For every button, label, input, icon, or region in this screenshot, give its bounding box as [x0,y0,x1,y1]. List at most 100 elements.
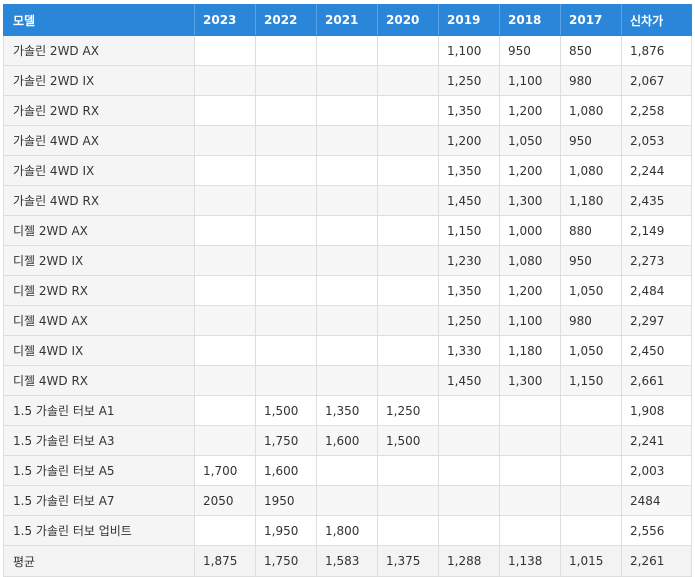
price-cell [316,455,378,486]
price-cell [377,245,439,276]
table-row: 디젤 2WD AX 1,150 1,000 880 2,149 [3,215,692,246]
price-cell: 1,050 [560,335,622,366]
price-cell: 1,250 [438,65,500,96]
price-cell [316,335,378,366]
table-row: 디젤 2WD RX 1,350 1,200 1,050 2,484 [3,275,692,306]
price-cell [255,125,317,156]
price-cell [377,125,439,156]
price-cell: 1,180 [560,185,622,216]
price-cell: 1,080 [499,245,561,276]
price-cell [438,515,500,546]
model-name-cell: 가솔린 4WD AX [3,125,195,156]
price-cell [194,305,256,336]
model-name-cell: 가솔린 4WD IX [3,155,195,186]
price-cell [255,275,317,306]
price-cell [194,245,256,276]
price-cell: 1,750 [255,425,317,456]
price-cell: 2050 [194,485,256,516]
table-row: 가솔린 4WD AX 1,200 1,050 950 2,053 [3,125,692,156]
price-cell [194,35,256,66]
price-cell: 2,003 [621,455,692,486]
price-cell [194,65,256,96]
model-name-cell: 1.5 가솔린 터보 A3 [3,425,195,456]
price-cell: 1,200 [499,95,561,126]
table-header-row: 모델 2023 2022 2021 2020 2019 2018 2017 신차가 [3,4,692,36]
table-row: 가솔린 2WD IX 1,250 1,100 980 2,067 [3,65,692,96]
table-row: 1.5 가솔린 터보 A3 1,750 1,600 1,500 2,241 [3,425,692,456]
price-cell [255,65,317,96]
table-row: 가솔린 2WD AX 1,100 950 850 1,876 [3,35,692,66]
price-cell [316,215,378,246]
price-cell: 2,244 [621,155,692,186]
table-row: 디젤 2WD IX 1,230 1,080 950 2,273 [3,245,692,276]
price-cell [255,185,317,216]
price-cell [499,425,561,456]
table-footer-average-row: 평균 1,875 1,750 1,583 1,375 1,288 1,138 1,015 2,2… [3,545,692,577]
price-cell: 1,350 [438,95,500,126]
price-cell: 1,350 [316,395,378,426]
price-cell: 1,700 [194,455,256,486]
price-cell [438,485,500,516]
price-cell [316,305,378,336]
price-cell: 2,450 [621,335,692,366]
price-cell [377,275,439,306]
table-row: 디젤 4WD RX 1,450 1,300 1,150 2,661 [3,365,692,396]
price-cell: 1,080 [560,155,622,186]
price-cell [377,305,439,336]
price-cell: 1,350 [438,275,500,306]
price-cell [560,515,622,546]
header-year: 2021 [316,4,378,36]
price-cell: 2,149 [621,215,692,246]
price-cell [560,395,622,426]
price-cell [438,455,500,486]
table-row: 디젤 4WD IX 1,330 1,180 1,050 2,450 [3,335,692,366]
price-cell: 1,950 [255,515,317,546]
model-name-cell: 디젤 4WD RX [3,365,195,396]
header-year: 2018 [499,4,561,36]
price-cell [194,335,256,366]
model-name-cell: 1.5 가솔린 터보 A7 [3,485,195,516]
header-year: 2020 [377,4,439,36]
price-cell [316,125,378,156]
model-name-cell: 가솔린 4WD RX [3,185,195,216]
price-cell [255,35,317,66]
price-cell [194,155,256,186]
price-cell: 1,200 [499,275,561,306]
price-cell: 1,450 [438,365,500,396]
price-cell [377,185,439,216]
table-row: 디젤 4WD AX 1,250 1,100 980 2,297 [3,305,692,336]
model-name-cell: 디젤 2WD IX [3,245,195,276]
price-cell [194,125,256,156]
price-cell [499,515,561,546]
price-cell: 2,297 [621,305,692,336]
price-cell [316,95,378,126]
price-cell: 1,000 [499,215,561,246]
average-value-cell: 1,583 [316,545,378,577]
model-name-cell: 디젤 2WD AX [3,215,195,246]
price-cell: 2,273 [621,245,692,276]
price-cell [316,65,378,96]
price-cell [316,155,378,186]
price-cell: 1,230 [438,245,500,276]
price-cell [499,485,561,516]
price-cell [499,455,561,486]
table-body: 가솔린 2WD AX 1,100 950 850 1,876 가솔린 2WD IX 1,25… [3,35,692,546]
price-cell: 980 [560,65,622,96]
table-row: 1.5 가솔린 터보 A1 1,500 1,350 1,250 1,908 [3,395,692,426]
price-cell: 1,908 [621,395,692,426]
header-year: 2022 [255,4,317,36]
price-cell [194,185,256,216]
price-cell: 1,080 [560,95,622,126]
price-cell [255,95,317,126]
price-cell: 1,050 [499,125,561,156]
price-cell: 1,350 [438,155,500,186]
price-cell: 2,556 [621,515,692,546]
model-name-cell: 디젤 4WD IX [3,335,195,366]
model-name-cell: 가솔린 2WD IX [3,65,195,96]
average-label-cell: 평균 [3,545,195,577]
price-cell [377,35,439,66]
table-row: 가솔린 4WD IX 1,350 1,200 1,080 2,244 [3,155,692,186]
price-cell: 1,150 [560,365,622,396]
price-cell [377,455,439,486]
price-cell [316,245,378,276]
